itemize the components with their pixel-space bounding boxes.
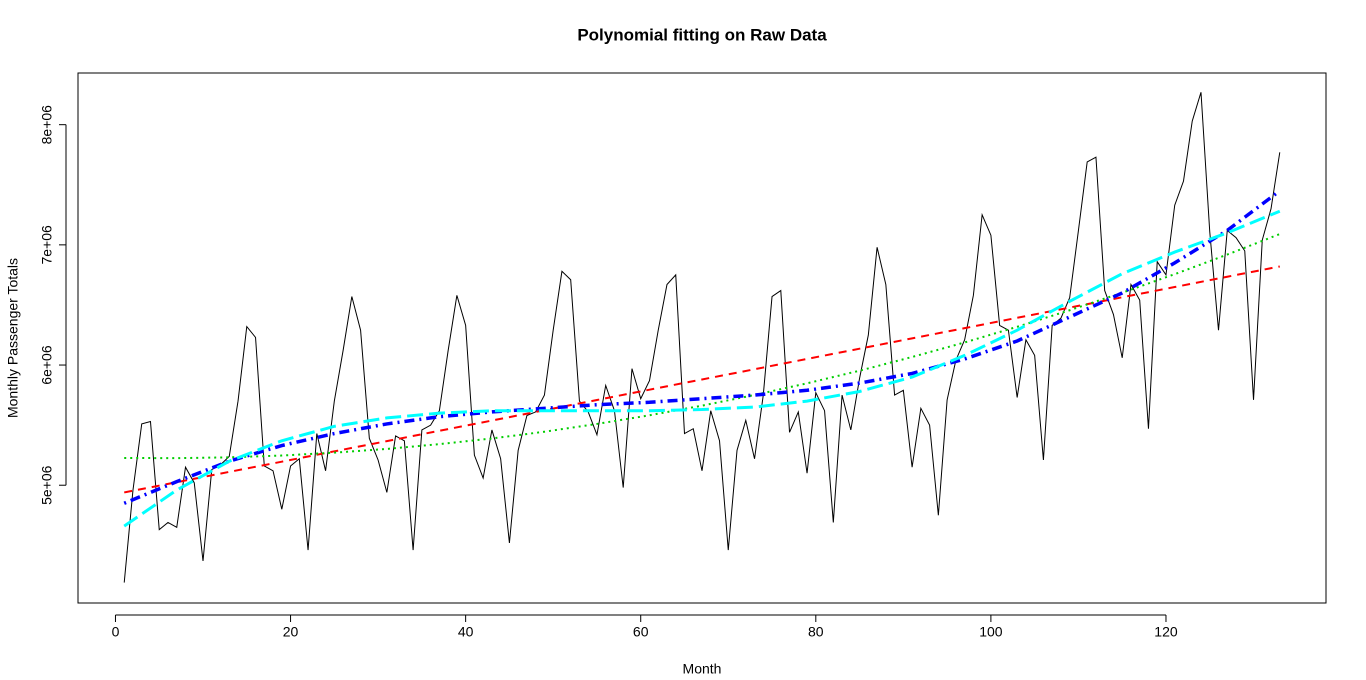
series-line [123, 92, 1281, 583]
y-axis-label: Monthly Passenger Totals [5, 258, 21, 418]
x-tick-label: 40 [458, 624, 474, 640]
x-tick-label: 100 [979, 624, 1003, 640]
x-tick-label: 60 [633, 624, 649, 640]
series-line [123, 209, 1281, 528]
y-tick-label: 7e+06 [39, 225, 55, 265]
y-tick-label: 6e+06 [39, 345, 55, 385]
series-line [124, 233, 1281, 460]
y-tick-label: 5e+06 [39, 465, 55, 505]
plot-box [77, 72, 1327, 604]
y-tick-label: 8e+06 [39, 105, 55, 145]
x-tick-label: 120 [1154, 624, 1178, 640]
series-line [123, 189, 1281, 505]
series-line [124, 265, 1280, 494]
chart-title: Polynomial fitting on Raw Data [577, 25, 827, 44]
x-axis-label: Month [683, 661, 722, 677]
x-tick-label: 20 [283, 624, 299, 640]
x-tick-label: 80 [808, 624, 824, 640]
x-tick-label: 0 [112, 624, 120, 640]
